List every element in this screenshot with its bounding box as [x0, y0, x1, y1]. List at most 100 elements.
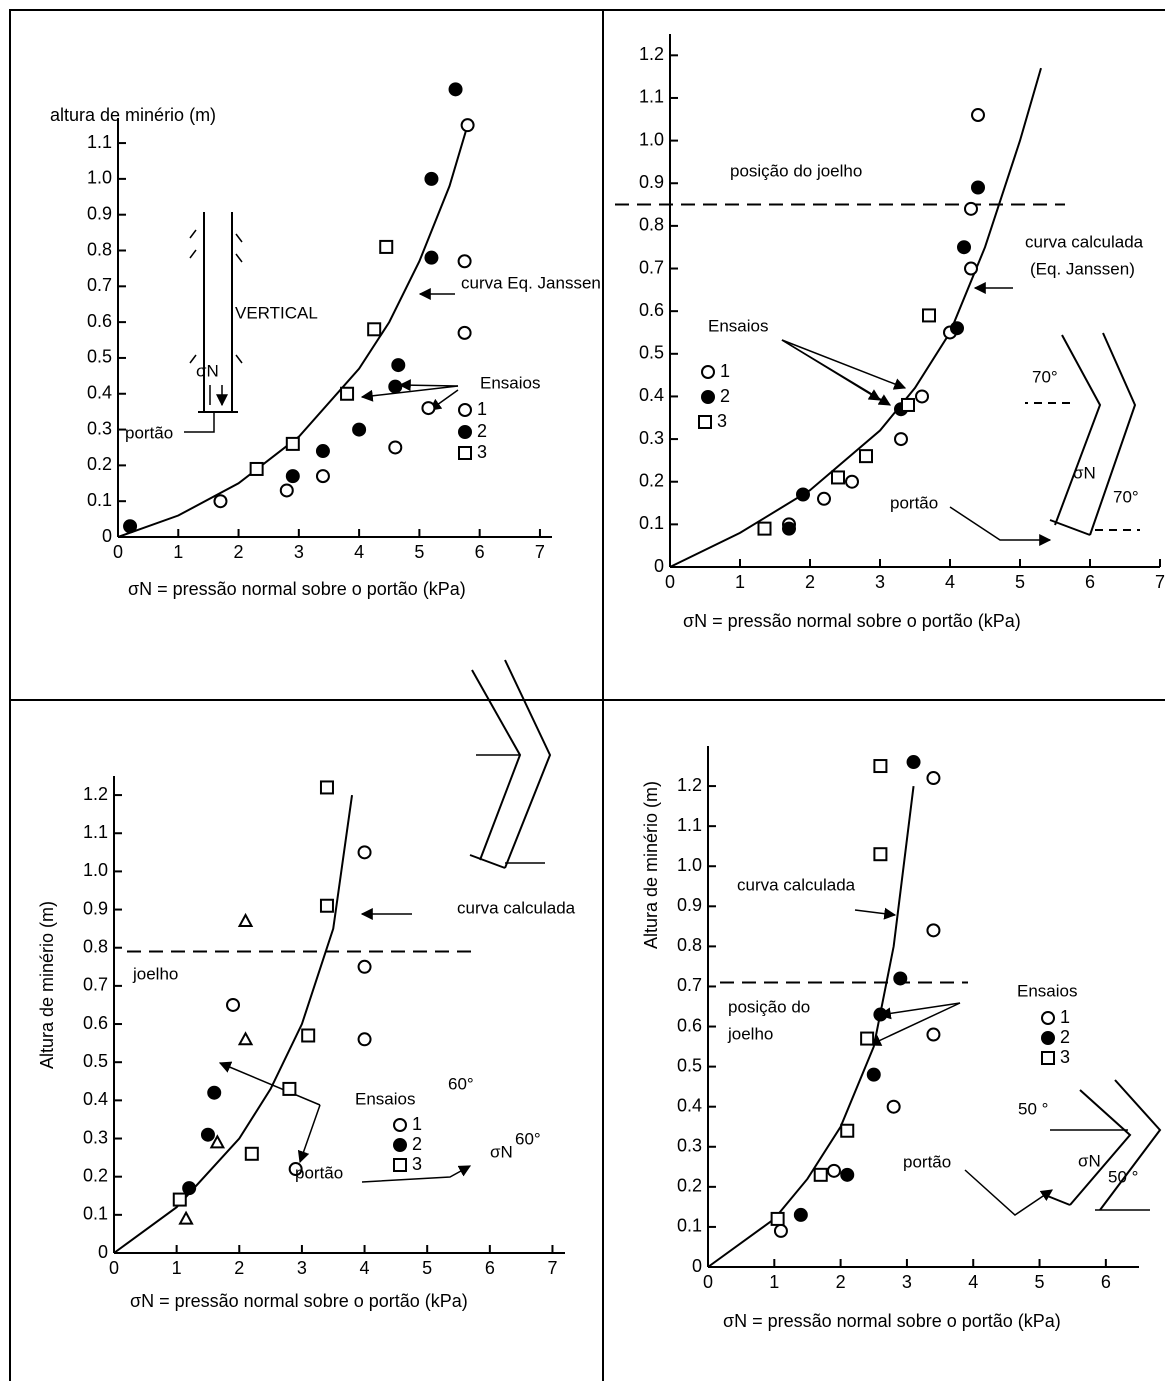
x-tick-label: 2: [234, 542, 244, 562]
annotation: curva Eq. Janssen: [461, 273, 601, 292]
annotation: joelho: [727, 1024, 773, 1043]
y-tick-label: 0.8: [677, 935, 702, 955]
y-tick-label: 0.2: [83, 1165, 108, 1185]
legend-title: Ensaios: [355, 1089, 415, 1108]
marker-square: [859, 449, 873, 464]
x-tick-label: 0: [113, 542, 123, 562]
y-tick-label: 0.4: [677, 1095, 702, 1115]
marker-square: [813, 1167, 828, 1182]
y-tick-label: 1.1: [87, 132, 112, 152]
y-tick-label: 1.0: [639, 129, 664, 149]
annotation: 70°: [1032, 367, 1058, 386]
y-tick-label: 0.5: [87, 347, 112, 367]
y-tick-label: 0.3: [87, 418, 112, 438]
y-tick-label: 1.0: [87, 168, 112, 188]
annotation: 50 °: [1018, 1099, 1048, 1118]
marker-open: [826, 1163, 841, 1178]
legend-label: 2: [1060, 1027, 1070, 1047]
marker-open: [915, 389, 929, 404]
y-tick-label: 0.6: [83, 1013, 108, 1033]
y-tick-label: 0.6: [87, 311, 112, 331]
marker-open: [971, 108, 985, 123]
marker-open: [964, 261, 978, 276]
marker-square: [301, 1028, 316, 1043]
marker-open: [315, 469, 330, 484]
marker-filled: [424, 171, 439, 186]
y-tick-label: 0.5: [83, 1051, 108, 1071]
marker-square: [873, 759, 888, 774]
y-tick-label: 0: [102, 526, 112, 546]
marker-triangle: [178, 1210, 194, 1225]
legend-marker: [458, 403, 472, 417]
x-tick-label: 4: [968, 1272, 978, 1292]
y-tick-label: 0.7: [83, 975, 108, 995]
x-tick-label: 2: [836, 1272, 846, 1292]
x-tick-label: 5: [422, 1258, 432, 1278]
marker-filled: [352, 422, 367, 437]
marker-square: [873, 847, 888, 862]
annotation: curva calculada: [457, 898, 576, 917]
marker-square: [244, 1146, 259, 1161]
y-tick-label: 0.9: [87, 203, 112, 223]
marker-square: [319, 780, 334, 795]
marker-filled: [893, 971, 908, 986]
y-tick-label: 1.1: [677, 815, 702, 835]
legend-marker: [1041, 1051, 1055, 1065]
x-tick-label: 6: [1101, 1272, 1111, 1292]
legend-marker: [393, 1158, 407, 1172]
marker-filled: [782, 521, 796, 536]
y-tick-label: 1.2: [677, 775, 702, 795]
legend-label: 3: [1060, 1047, 1070, 1067]
annotation: VERTICAL: [235, 303, 318, 322]
annotation: curva calculada: [737, 875, 856, 894]
y-tick-label: 0.4: [639, 385, 664, 405]
marker-open: [964, 201, 978, 216]
marker-open: [288, 1162, 303, 1177]
annotation: 60°: [515, 1129, 541, 1148]
marker-square: [282, 1081, 297, 1096]
marker-filled: [950, 321, 964, 336]
legend-marker: [458, 425, 472, 439]
marker-square: [757, 521, 772, 536]
marker-open: [926, 771, 941, 786]
marker-square: [901, 397, 915, 412]
legend-marker: [393, 1138, 407, 1152]
legend-label: 2: [412, 1134, 422, 1154]
y-tick-label: 1.0: [677, 855, 702, 875]
marker-open: [845, 474, 859, 489]
y-tick-label: 0.8: [83, 936, 108, 956]
x-tick-label: 5: [1015, 572, 1025, 592]
marker-square: [367, 322, 382, 337]
legend-marker: [701, 365, 715, 379]
y-tick-label: 0.7: [87, 275, 112, 295]
marker-filled: [906, 755, 921, 770]
marker-open: [357, 845, 372, 860]
y-tick-label: 1.1: [639, 87, 664, 107]
legend-marker: [458, 446, 472, 460]
legend-marker: [1041, 1011, 1055, 1025]
x-tick-label: 3: [902, 1272, 912, 1292]
y-tick-label: 0.4: [83, 1089, 108, 1109]
marker-square: [922, 308, 936, 323]
x-tick-label: 5: [414, 542, 424, 562]
x-tick-label: 1: [172, 1258, 182, 1278]
y-tick-label: 0.2: [639, 470, 664, 490]
marker-filled: [793, 1207, 808, 1222]
y-tick-label: 1.0: [83, 860, 108, 880]
x-tick-label: 7: [547, 1258, 557, 1278]
y-tick-label: 0.9: [677, 895, 702, 915]
y-tick-label: 0.6: [677, 1015, 702, 1035]
y-tick-label: 0.4: [87, 383, 112, 403]
marker-square: [831, 470, 845, 485]
marker-open: [457, 254, 472, 269]
legend-label: 1: [477, 399, 487, 419]
legend-label: 3: [477, 442, 487, 462]
x-tick-label: 7: [1155, 572, 1165, 592]
y-tick-label: 0: [654, 556, 664, 576]
x-tick-label: 0: [665, 572, 675, 592]
y-tick-label: 1.2: [639, 44, 664, 64]
calculated-curve: [113, 794, 354, 1254]
x-tick-label: 4: [945, 572, 955, 592]
x-tick-label: 0: [109, 1258, 119, 1278]
marker-filled: [957, 240, 971, 255]
